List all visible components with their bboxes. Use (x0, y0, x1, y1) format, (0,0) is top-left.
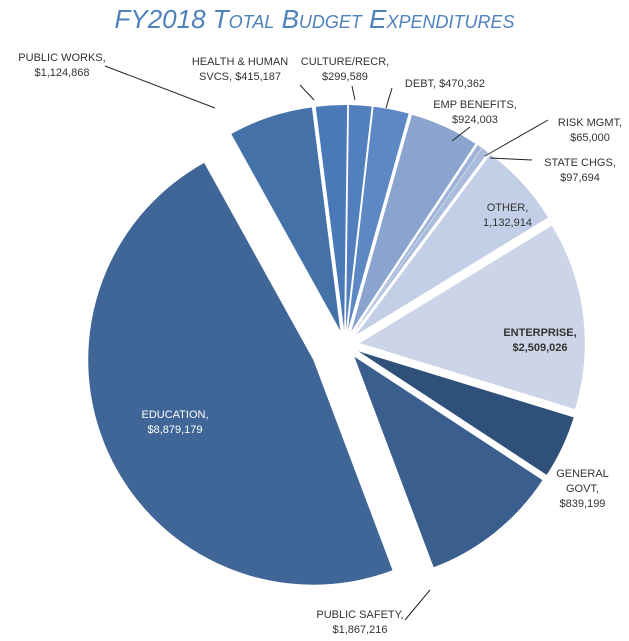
category-label: ENTERPRISE, (503, 327, 577, 339)
value-label: $1,867,216 (332, 624, 388, 636)
category-label: CULTURE/RECR, (300, 56, 390, 68)
category-label: EDUCATION, (141, 409, 209, 421)
chart-title: FY2018 Total Budget Expenditures (114, 4, 515, 34)
category-label: DEBT, (404, 78, 437, 90)
pie-slice (88, 162, 393, 585)
value-label: $2,509,026 (512, 342, 568, 354)
pie-slice (358, 351, 574, 475)
leader-line (451, 126, 471, 142)
leader-line (489, 157, 533, 161)
slice-label: STATE CHGS, $97,694 (535, 156, 625, 186)
pie-slice (351, 114, 476, 332)
category-label: STATE CHGS, (544, 157, 616, 169)
leader-line (351, 85, 356, 101)
category-label: OTHER, (486, 202, 529, 214)
value-label: $97,694 (560, 172, 600, 184)
pie-slice (359, 225, 585, 410)
slice-label: RISK MGMT, $65,000 (545, 116, 629, 146)
category-label: PUBLIC SAFETY, (316, 609, 404, 621)
slice-label: HEALTH & HUMAN SVCS, $415,187 (180, 55, 300, 85)
slice-label: DEBT, $470,362 (385, 77, 505, 92)
value-label: $470,362 (439, 78, 486, 90)
pie-slice (353, 144, 482, 333)
value-label: $8,879,179 (147, 424, 203, 436)
category-label: HEALTH & HUMAN SVCS, (191, 56, 289, 83)
slice-label: OTHER, 1,132,914 (460, 201, 555, 231)
slice-label: PUBLIC SAFETY, $1,867,216 (300, 608, 420, 638)
value-label: $1,124,868 (34, 67, 90, 79)
value-label: $839,199 (559, 498, 606, 510)
slice-label: EDUCATION, $8,879,179 (120, 408, 230, 438)
category-label: EMP BENEFITS, (433, 99, 517, 111)
pie-slice (356, 154, 549, 335)
leader-line (299, 84, 315, 101)
leader-line (104, 65, 216, 109)
slice-label: CULTURE/RECR, $299,589 (300, 55, 390, 85)
category-label: RISK MGMT, (557, 117, 623, 129)
pie-slice (354, 356, 543, 568)
leader-line (404, 589, 431, 621)
slice-label: GENERAL GOVT, $839,199 (545, 467, 620, 512)
slice-label: EMP BENEFITS, $924,003 (420, 98, 530, 128)
leader-line (484, 119, 549, 157)
value-label: $65,000 (570, 132, 610, 144)
value-label: 1,132,914 (483, 217, 532, 229)
value-label: $415,187 (235, 71, 281, 83)
pie-slice (315, 105, 348, 331)
slice-label: ENTERPRISE, $2,509,026 (480, 326, 600, 356)
value-label: $924,003 (452, 114, 498, 126)
pie-slice (345, 105, 372, 331)
value-label: $299,589 (322, 71, 368, 83)
pie-slice (353, 147, 489, 333)
category-label: GENERAL GOVT, (556, 468, 609, 495)
leader-line (385, 87, 393, 109)
category-label: PUBLIC WORKS, (18, 52, 106, 64)
pie-slice (347, 106, 409, 331)
slice-label: PUBLIC WORKS, $1,124,868 (2, 51, 122, 81)
pie-slice (231, 107, 341, 331)
